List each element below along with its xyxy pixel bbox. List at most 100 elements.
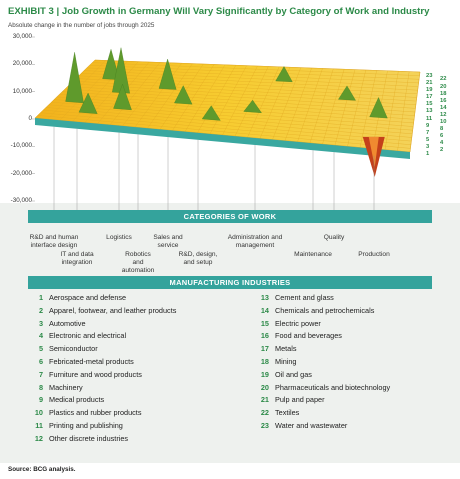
chart-title: Job Growth in Germany Will Vary Signific… [61,6,430,17]
industry-number: 11 [35,421,43,430]
industry-name: Textiles [275,408,300,418]
industry-name: Cement and glass [275,293,334,302]
industry-number: 17 [260,344,269,354]
industry-name: Pharmaceuticals and biotechnology [275,382,391,392]
industry-item: 7 Furniture and wood products [32,370,142,379]
industry-item: 9 Medical products [32,395,104,404]
industry-number: 2 [38,305,43,315]
row-number: 22 [440,76,447,83]
industry-number: 8 [38,382,43,392]
industry-name: Plastics and rubber products [49,408,142,418]
industry-number: 15 [260,318,269,328]
surface-grid [51,102,413,131]
industry-item: 8 Machinery [32,383,83,392]
industry-item: 6 Febricated-metal products [32,357,134,366]
surface-peak [369,97,388,119]
y-tick-label: -20,000 [10,169,32,177]
surface-peak [158,58,177,90]
row-number: 12 [440,111,447,118]
row-number: 16 [440,97,447,104]
industry-item: 13 Cement and glass [258,293,334,302]
industry-number: 10 [34,408,43,418]
row-number: 20 [440,83,447,90]
surface-grid [78,75,418,94]
y-tick-label: 20,000 [12,60,32,68]
surface-grid [43,109,412,142]
industry-name: Chemicals and petrochemicals [275,305,375,315]
industry-item: 10 Plastics and rubber products [32,408,142,418]
surface-peak [65,52,84,104]
surface-grid [94,59,421,73]
industry-item: 1 Aerospace and defense [32,293,126,302]
industry-name: Aerospace and defense [49,293,127,302]
industry-item: 17 Metals [258,344,297,353]
surface-grid [37,115,411,149]
row-number: 19 [426,87,433,94]
category-label: Quality [323,234,345,241]
surface-base [35,118,410,159]
category-label: R&D and human interface design [29,234,79,249]
industry-item: 21 Pulp and paper [258,395,325,404]
industry-name: Water and wastewater [275,421,348,430]
title-line: EXHIBIT 3 | Job Growth in Germany Will V… [8,6,430,17]
industry-number: 19 [260,369,269,379]
surface [34,47,421,177]
industry-name: Electronic and electrical [49,331,127,341]
industry-number: 21 [260,395,269,405]
surface-peak [201,105,221,121]
industry-name: Oil and gas [275,369,312,379]
industry-number: 1 [38,293,43,302]
category-label: Logistics [106,234,132,241]
industry-item: 11 Printing and publishing [32,421,123,430]
surface-peak [78,92,98,114]
industry-number: 5 [38,344,43,354]
industry-name: Other discrete industries [49,433,129,443]
industry-number: 16 [260,331,269,341]
industry-name: Pulp and paper [275,395,325,405]
y-tick-label: -10,000 [10,142,32,150]
surface-peak [243,99,262,113]
row-number: 11 [426,115,433,122]
category-label: Administration and management [227,234,283,249]
categories-header: CATEGORIES OF WORK [28,210,432,223]
category-label: R&D, design, and setup [178,251,218,266]
industry-name: Printing and publishing [49,421,123,430]
row-number: 23 [426,72,433,79]
category-label: Sales and service [153,234,183,249]
surface-peak [113,83,132,111]
industry-name: Food and beverages [275,331,342,341]
industry-item: 14 Chemicals and petrochemicals [258,305,375,315]
industry-name: Machinery [49,382,83,392]
surface-grid [84,70,419,87]
surface-grid [48,104,413,134]
row-number: 9 [426,122,430,129]
surface-grid [40,112,411,145]
row-number: 5 [426,136,430,143]
row-number: 13 [426,108,433,115]
category-label: IT and data integration [60,251,94,266]
industries-header: MANUFACTURING INDUSTRIES [28,276,432,289]
row-number: 4 [440,140,444,147]
row-number: 1 [426,151,430,157]
industry-number: 13 [260,293,269,302]
industry-item: 23 Water and wastewater [258,421,347,430]
row-number: 2 [440,147,444,154]
row-number: 6 [440,133,444,140]
surface-grid [45,107,412,138]
y-tick-label: 0 [28,115,32,122]
surface-peak [102,48,120,80]
industry-number: 12 [34,433,43,443]
industry-number: 20 [260,382,269,392]
industry-item: 18 Mining [258,357,297,366]
industry-name: Febricated-metal products [49,357,134,366]
surface-grid [73,80,417,102]
industry-item: 19 Oil and gas [258,370,312,379]
industry-name: Mining [275,357,297,366]
industry-item: 5 Semiconductor [32,344,98,353]
industry-number: 22 [260,408,269,418]
industry-item: 3 Automotive [32,319,86,328]
industry-number: 3 [38,318,43,328]
surface-peak [174,85,193,105]
industry-name: Semiconductor [49,344,98,354]
industry-item: 15 Electric power [258,319,321,328]
